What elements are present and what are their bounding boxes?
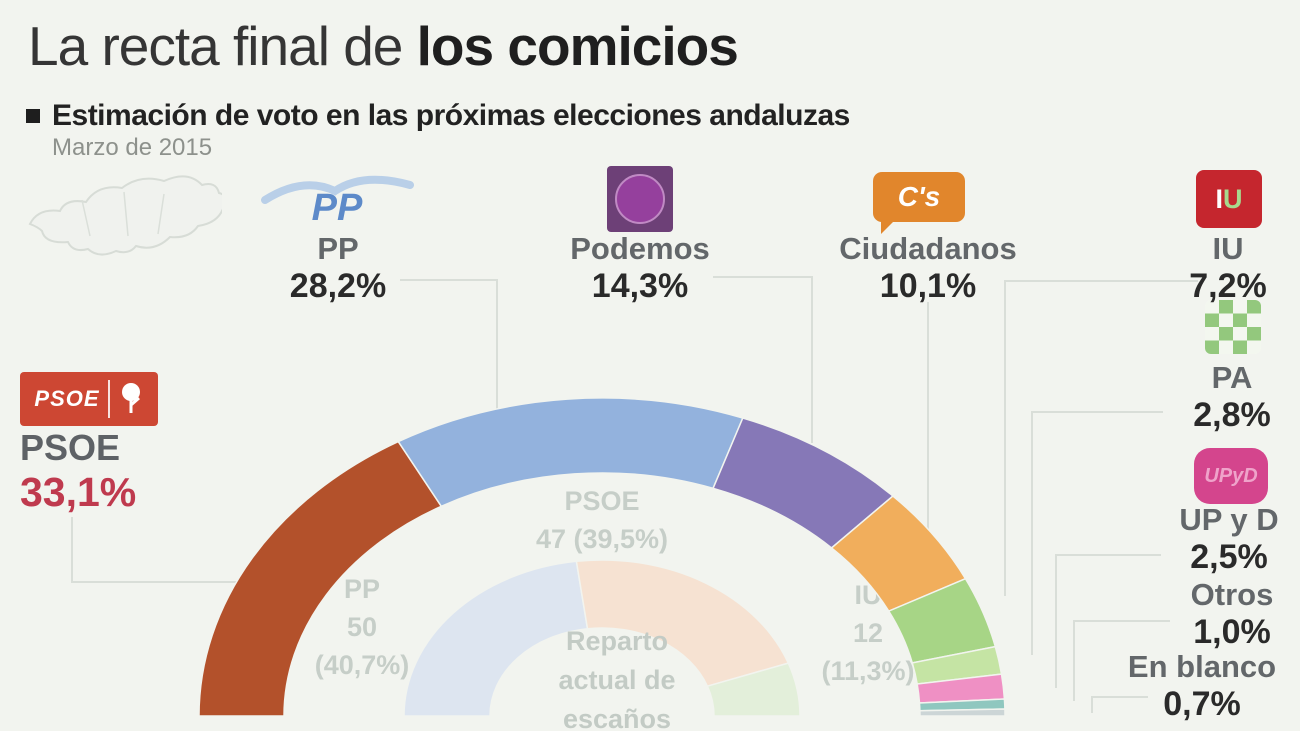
svg-text:PSOE: PSOE (564, 486, 639, 516)
svg-text:50: 50 (347, 612, 377, 642)
subtitle-row: Estimación de voto en las próximas elecc… (26, 99, 850, 133)
label-en-blanco: En blanco 0,7% (1128, 649, 1276, 724)
label-psoe: PSOE 33,1% (20, 427, 136, 516)
label-upyd: UP y D 2,5% (1179, 502, 1278, 577)
chart-subtitle: Estimación de voto en las próximas elecc… (52, 99, 850, 132)
party-share-pp: 28,2% (289, 267, 387, 305)
party-share-ciudadanos: 10,1% (879, 267, 977, 305)
svg-text:(40,7%): (40,7%) (315, 650, 410, 680)
party-share-psoe: 33,1% (20, 469, 137, 515)
pp-logo: PP (261, 175, 414, 228)
svg-text:actual de: actual de (558, 665, 675, 695)
party-name-upyd: UP y D (1179, 502, 1279, 537)
andalusia-map-outline (28, 175, 222, 256)
party-name-iu: IU (1212, 231, 1244, 266)
svg-text:12: 12 (853, 618, 883, 648)
party-name-pp: PP (317, 231, 359, 266)
party-share-otros: 1,0% (1193, 613, 1271, 651)
ciudadanos-logo-text: C's (897, 181, 941, 212)
label-pa: PA 2,8% (1193, 360, 1271, 435)
upyd-logo-text: UPyD (1204, 464, 1258, 487)
page-title-regular: La recta final de (28, 15, 417, 77)
label-pp: PP 28,2% (290, 231, 386, 306)
party-share-pa: 2,8% (1193, 396, 1271, 434)
svg-text:Reparto: Reparto (566, 626, 668, 656)
psoe-rose-icon (121, 383, 140, 413)
pp-logo-text: PP (312, 187, 363, 228)
podemos-circle-icon (615, 174, 665, 224)
party-share-upyd: 2,5% (1190, 538, 1268, 576)
party-name-en-blanco: En blanco (1127, 649, 1277, 684)
psoe-logo-divider (107, 380, 110, 418)
svg-text:PP: PP (344, 574, 380, 604)
square-bullet-icon (26, 109, 40, 123)
upyd-logo: UPyD (1194, 448, 1268, 504)
iu-logo: IU (1196, 170, 1262, 228)
ciudadanos-logo: C's (873, 172, 965, 234)
party-share-iu: 7,2% (1189, 267, 1267, 305)
svg-text:escaños: escaños (563, 704, 671, 731)
chart-date: Marzo de 2015 (52, 134, 213, 161)
psoe-logo-text: PSOE (34, 386, 100, 411)
page-title: La recta final de los comicios (28, 14, 739, 78)
pa-logo (1205, 300, 1261, 354)
podemos-logo (607, 166, 673, 232)
label-ciudadanos: Ciudadanos 10,1% (839, 231, 1016, 306)
label-otros: Otros 1,0% (1191, 577, 1274, 652)
party-share-podemos: 14,3% (591, 267, 689, 305)
party-name-ciudadanos: Ciudadanos (839, 231, 1017, 266)
party-name-pa: PA (1211, 360, 1253, 395)
page-title-bold: los comicios (416, 15, 739, 77)
label-iu: IU 7,2% (1189, 231, 1267, 306)
party-name-psoe: PSOE (20, 427, 121, 468)
party-share-en-blanco: 0,7% (1163, 685, 1241, 723)
iu-logo-text: IU (1215, 183, 1243, 214)
party-name-otros: Otros (1190, 577, 1274, 612)
label-podemos: Podemos 14,3% (570, 231, 710, 306)
svg-text:47 (39,5%): 47 (39,5%) (536, 524, 668, 554)
psoe-logo: PSOE (20, 372, 158, 426)
svg-text:(11,3%): (11,3%) (821, 656, 914, 686)
svg-text:IU: IU (855, 580, 882, 610)
party-name-podemos: Podemos (570, 231, 710, 266)
